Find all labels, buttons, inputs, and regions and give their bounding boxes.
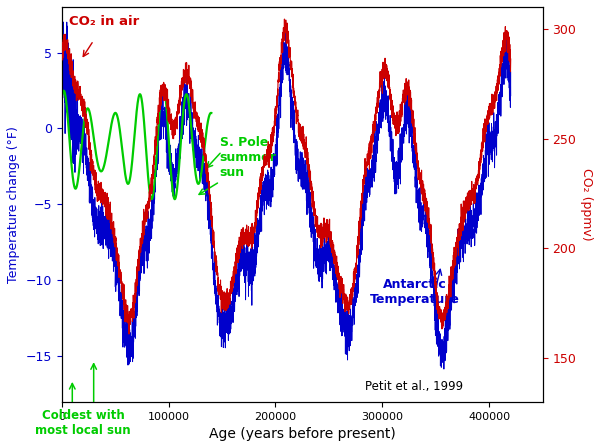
Text: CO₂ in air: CO₂ in air [69, 15, 139, 28]
Y-axis label: Temperature change (°F): Temperature change (°F) [7, 126, 20, 283]
Y-axis label: CO₂ (ppmv): CO₂ (ppmv) [580, 168, 593, 241]
Text: Petit et al., 1999: Petit et al., 1999 [365, 380, 463, 393]
X-axis label: Age (years before present): Age (years before present) [209, 427, 395, 441]
Text: Antarctic
Temperature: Antarctic Temperature [370, 278, 460, 306]
Text: Coldest with
most local sun: Coldest with most local sun [35, 409, 131, 437]
Text: S. Pole
summer
sun: S. Pole summer sun [220, 136, 277, 179]
